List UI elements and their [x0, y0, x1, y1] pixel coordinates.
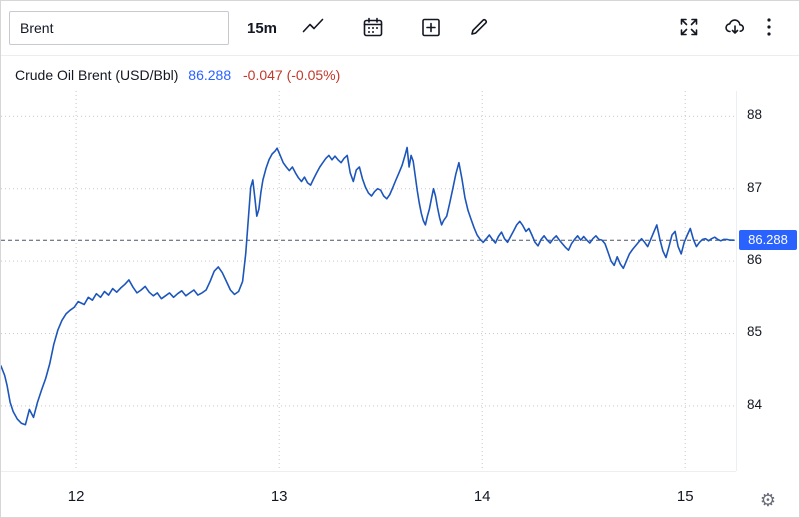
price-axis-label: 88 [747, 107, 763, 123]
gear-icon: ⚙ [759, 490, 777, 510]
plot-area[interactable] [1, 91, 736, 471]
last-price-badge: 86.288 [739, 230, 797, 251]
cloud-download-button[interactable] [721, 14, 749, 42]
time-axis-label: 14 [473, 488, 491, 505]
fullscreen-icon [677, 15, 701, 42]
price-axis[interactable]: 86.288 84 85 86 87 88 [736, 91, 799, 471]
time-axis-label: 15 [676, 488, 694, 505]
more-menu-button[interactable] [755, 14, 783, 42]
legend-change: -0.047 (-0.05%) [243, 67, 341, 83]
compare-add-button[interactable] [417, 14, 445, 42]
more-menu-icon [757, 15, 781, 42]
price-axis-label: 85 [747, 324, 763, 340]
calendar-icon [361, 15, 385, 42]
time-axis[interactable]: 12 13 14 15 [1, 471, 736, 517]
legend-last-price: 86.288 [188, 67, 232, 83]
legend: Crude Oil Brent (USD/Bbl) 86.288 -0.047 … [15, 67, 340, 83]
toolbar: 15m [1, 1, 799, 56]
time-axis-label: 12 [67, 488, 85, 505]
legend-symbol-title: Crude Oil Brent (USD/Bbl) [15, 67, 179, 83]
price-chart-svg [1, 91, 736, 471]
compare-add-icon [419, 15, 443, 42]
time-axis-label: 13 [270, 488, 288, 505]
draw-pencil-button[interactable] [465, 14, 493, 42]
calendar-button[interactable] [359, 14, 387, 42]
price-axis-label: 86 [747, 252, 763, 268]
fullscreen-button[interactable] [675, 14, 703, 42]
interval-button[interactable]: 15m [241, 14, 283, 42]
draw-pencil-icon [467, 15, 491, 42]
line-chart-icon [301, 15, 325, 42]
price-axis-label: 87 [747, 179, 763, 195]
chart-settings-button[interactable]: ⚙ [753, 485, 783, 515]
symbol-search-input[interactable] [9, 11, 229, 45]
cloud-download-icon [723, 15, 747, 42]
line-chart-button[interactable] [299, 14, 327, 42]
price-axis-label: 84 [747, 396, 763, 412]
